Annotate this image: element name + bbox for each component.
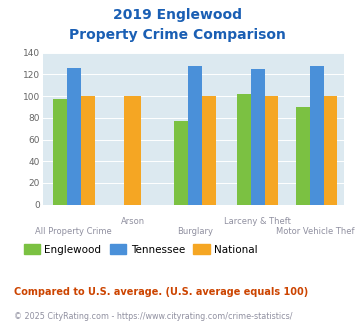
Bar [237,94,251,205]
Text: Burglary: Burglary [177,227,213,236]
Text: Larceny & Theft: Larceny & Theft [224,216,291,225]
Text: Property Crime Comparison: Property Crime Comparison [69,28,286,42]
Text: Arson: Arson [121,216,145,225]
Bar [53,99,67,205]
Bar [310,66,323,205]
Bar [67,68,81,205]
Text: Compared to U.S. average. (U.S. average equals 100): Compared to U.S. average. (U.S. average … [14,287,308,297]
Bar [323,96,337,205]
Bar [174,121,188,205]
Bar [264,96,278,205]
Text: All Property Crime: All Property Crime [36,227,112,236]
Text: 2019 Englewood: 2019 Englewood [113,8,242,22]
Legend: Englewood, Tennessee, National: Englewood, Tennessee, National [20,240,262,259]
Text: Motor Vehicle Theft: Motor Vehicle Theft [276,227,355,236]
Bar [202,96,216,205]
Bar [125,96,141,205]
Bar [251,69,264,205]
Bar [81,96,95,205]
Bar [296,107,310,205]
Text: © 2025 CityRating.com - https://www.cityrating.com/crime-statistics/: © 2025 CityRating.com - https://www.city… [14,312,293,321]
Bar [188,66,202,205]
